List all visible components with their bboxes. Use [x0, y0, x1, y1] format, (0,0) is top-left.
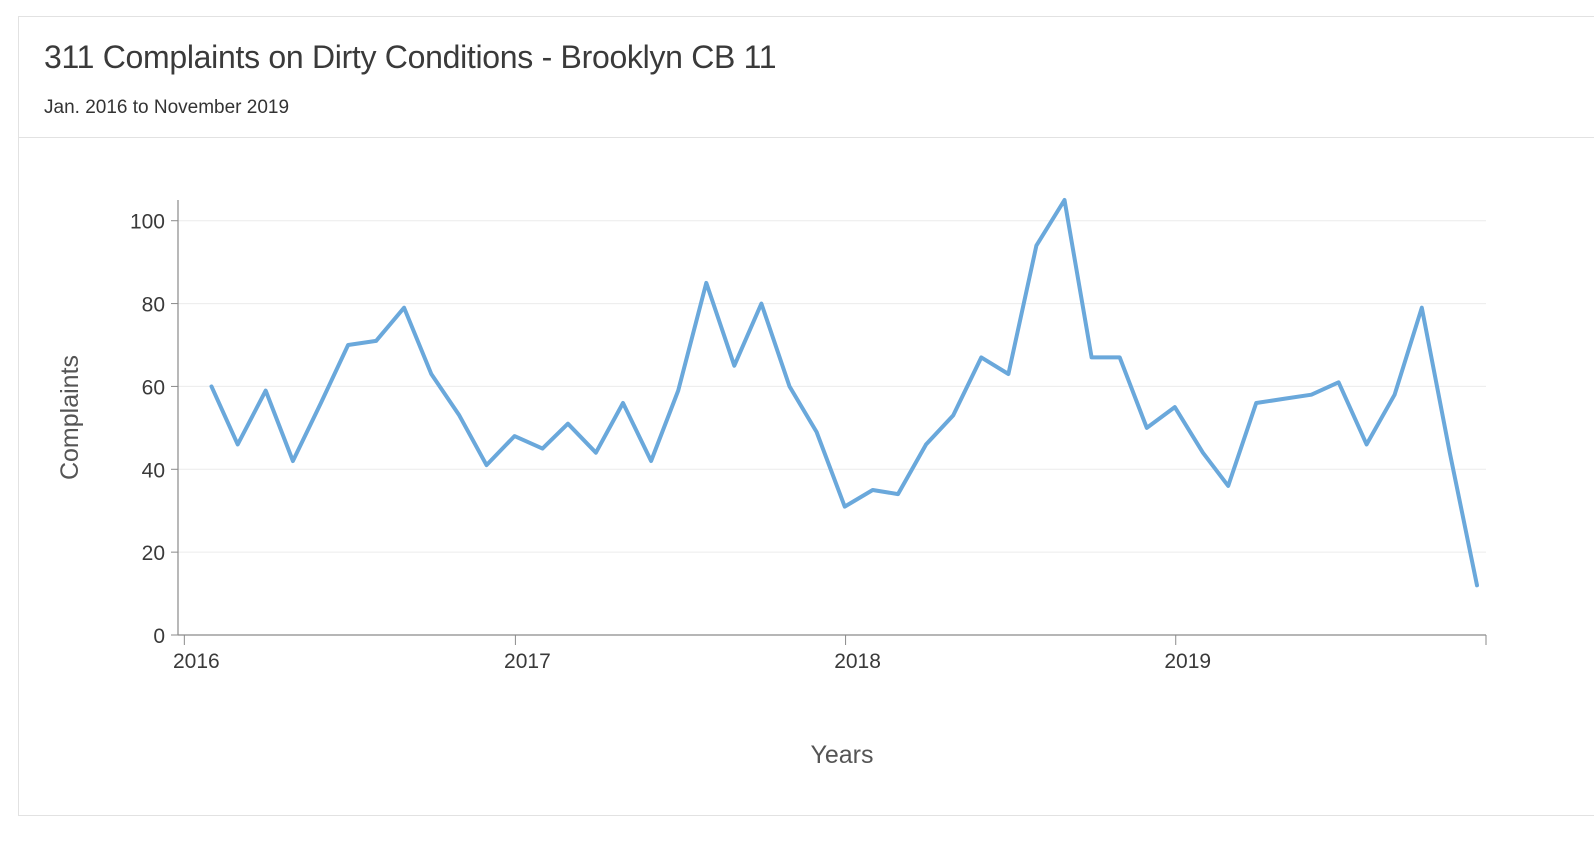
- x-axis-title: Years: [810, 741, 873, 769]
- x-tick-label-2019: 2019: [1164, 650, 1211, 673]
- series-layer: [209, 198, 1479, 588]
- axis-labels: 0 20 40 60 80 100 2016 2017 2018 2019 Years Complai…: [56, 211, 1211, 769]
- y-tick-label-60: 60: [142, 376, 165, 399]
- y-tick-label-40: 40: [142, 459, 165, 482]
- y-tick-label-100: 100: [130, 211, 165, 234]
- chart-header: 311 Complaints on Dirty Conditions - Bro…: [19, 17, 1594, 138]
- x-tick-label-2018: 2018: [834, 650, 881, 673]
- y-tick-label-20: 20: [142, 542, 165, 565]
- chart-title: 311 Complaints on Dirty Conditions - Bro…: [44, 39, 777, 75]
- x-tick-label-2016: 2016: [173, 650, 220, 673]
- series-line-0: [209, 198, 1479, 588]
- chart-subtitle: Jan. 2016 to November 2019: [44, 97, 290, 118]
- grid-lines: [178, 220, 1486, 553]
- axes: [171, 200, 1487, 645]
- y-axis-title: Complaints: [56, 355, 84, 480]
- x-tick-label-2017: 2017: [504, 650, 551, 673]
- y-tick-label-0: 0: [153, 625, 165, 648]
- y-tick-label-80: 80: [142, 294, 165, 317]
